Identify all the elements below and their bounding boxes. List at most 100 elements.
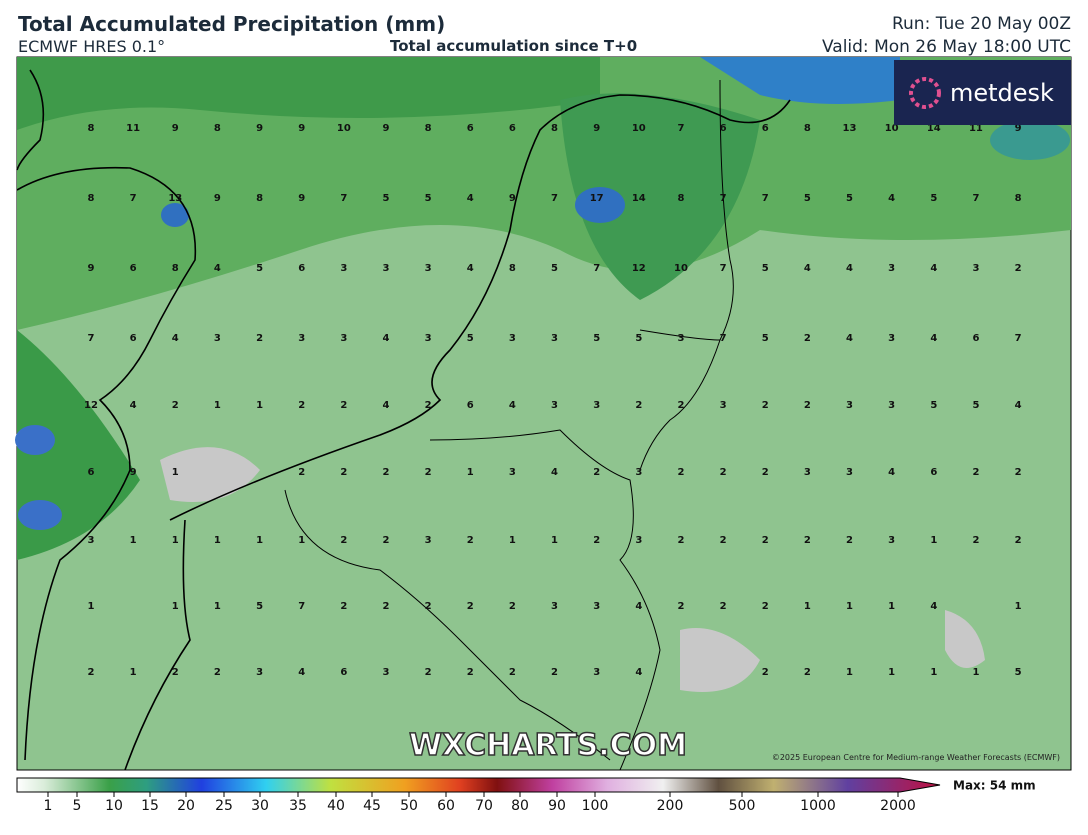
grid-value: 7 <box>720 193 727 204</box>
grid-value: 2 <box>509 601 516 612</box>
grid-value: 3 <box>551 400 558 411</box>
grid-value: 2 <box>551 667 558 678</box>
grid-value: 8 <box>551 123 558 134</box>
coastlines <box>16 69 791 771</box>
grid-value: 9 <box>382 123 389 134</box>
grid-value: 2 <box>846 535 853 546</box>
grid-value: 10 <box>674 263 688 274</box>
colorbar-tick-label: 80 <box>511 798 529 814</box>
grid-value: 2 <box>804 667 811 678</box>
grid-value: 12 <box>84 400 98 411</box>
grid-value: 5 <box>762 263 769 274</box>
grid-value: 2 <box>425 667 432 678</box>
colorbar-tick-label: 70 <box>475 798 493 814</box>
grid-value: 4 <box>172 333 179 344</box>
colorbar-tick-label: 50 <box>400 798 418 814</box>
grid-value: 4 <box>888 467 895 478</box>
logo: metdesk <box>950 79 1054 107</box>
grid-value: 2 <box>467 535 474 546</box>
grid-value: 2 <box>804 333 811 344</box>
valid: Valid: Mon 26 May 18:00 UTC <box>821 37 1071 57</box>
grid-value: 8 <box>172 263 179 274</box>
colorbar-tick-label: 1 <box>44 798 53 814</box>
grid-value: 5 <box>930 400 937 411</box>
grid-value: 1 <box>930 667 937 678</box>
grid-value: 6 <box>298 263 305 274</box>
grid-value: 2 <box>425 467 432 478</box>
grid-value: 3 <box>888 263 895 274</box>
grid-value: 3 <box>551 333 558 344</box>
grid-value: 9 <box>509 193 516 204</box>
grid-value: 3 <box>635 535 642 546</box>
grid-value: 2 <box>677 601 684 612</box>
grid-value: 1 <box>214 400 221 411</box>
grid-value: 3 <box>593 601 600 612</box>
grid-value: 9 <box>1015 123 1022 134</box>
grid-value: 4 <box>846 263 853 274</box>
grid-value: 1 <box>509 535 516 546</box>
colorbar-tick-label: 25 <box>215 798 233 814</box>
grid-value: 17 <box>590 193 604 204</box>
grid-value: 3 <box>340 263 347 274</box>
title: Total Accumulated Precipitation (mm) <box>18 12 446 36</box>
grid-value: 1 <box>804 601 811 612</box>
grid-value: 2 <box>298 400 305 411</box>
grid-value: 3 <box>635 467 642 478</box>
grid-value: 4 <box>635 601 642 612</box>
grid-value: 3 <box>720 400 727 411</box>
grid-value: 1 <box>467 467 474 478</box>
grid-value: 5 <box>551 263 558 274</box>
grid-value: 4 <box>635 667 642 678</box>
logo-box <box>894 60 1071 125</box>
grid-value: 4 <box>551 467 558 478</box>
grid-value: 7 <box>88 333 95 344</box>
copyright: ©2025 European Centre for Medium-range W… <box>772 753 1060 762</box>
colorbar-tick-label: 200 <box>657 798 684 814</box>
grid-value: 3 <box>677 333 684 344</box>
grid-value: 2 <box>720 601 727 612</box>
grid-value: 8 <box>677 193 684 204</box>
grid-value: 3 <box>804 467 811 478</box>
grid-value: 1 <box>130 535 137 546</box>
colorbar-tick-label: 1000 <box>800 798 836 814</box>
watermark: WXCHARTS.COM <box>409 728 687 763</box>
grid-value: 2 <box>972 535 979 546</box>
grid-value: 2 <box>467 601 474 612</box>
grid-value: 4 <box>509 400 516 411</box>
grid-value: 2 <box>214 667 221 678</box>
precip-field <box>15 57 1071 692</box>
grid-value: 6 <box>467 123 474 134</box>
grid-value: 2 <box>340 601 347 612</box>
grid-value: 2 <box>425 601 432 612</box>
grid-value: 9 <box>298 193 305 204</box>
grid-value: 2 <box>762 467 769 478</box>
grid-value: 1 <box>172 535 179 546</box>
grid-value: 4 <box>846 333 853 344</box>
grid-value: 5 <box>930 193 937 204</box>
grid-value: 9 <box>298 123 305 134</box>
grid-value: 2 <box>509 667 516 678</box>
colorbar-ticks: 1 5 10 15 20 25 30 35 40 45 50 60 70 80 90 100 200 500 100… <box>44 792 916 814</box>
grid-value: 2 <box>340 535 347 546</box>
grid-value: 14 <box>632 193 646 204</box>
colorbar-tick-label: 10 <box>105 798 123 814</box>
grid-value: 3 <box>846 467 853 478</box>
grid-value: 2 <box>677 535 684 546</box>
colorbar-tick-label: 20 <box>177 798 195 814</box>
grid-value: 1 <box>214 535 221 546</box>
grid-value: 4 <box>1015 400 1022 411</box>
grid-value: 6 <box>340 667 347 678</box>
grid-value: 5 <box>256 263 263 274</box>
grid-value: 14 <box>927 123 941 134</box>
colorbar-tick-label: 5 <box>73 798 82 814</box>
grid-value: 6 <box>762 123 769 134</box>
grid-value: 9 <box>214 193 221 204</box>
grid-value: 4 <box>930 263 937 274</box>
grid-value: 11 <box>126 123 140 134</box>
grid-value: 7 <box>593 263 600 274</box>
grid-value: 11 <box>969 123 983 134</box>
grid-value: 7 <box>972 193 979 204</box>
grid-value: 2 <box>88 667 95 678</box>
